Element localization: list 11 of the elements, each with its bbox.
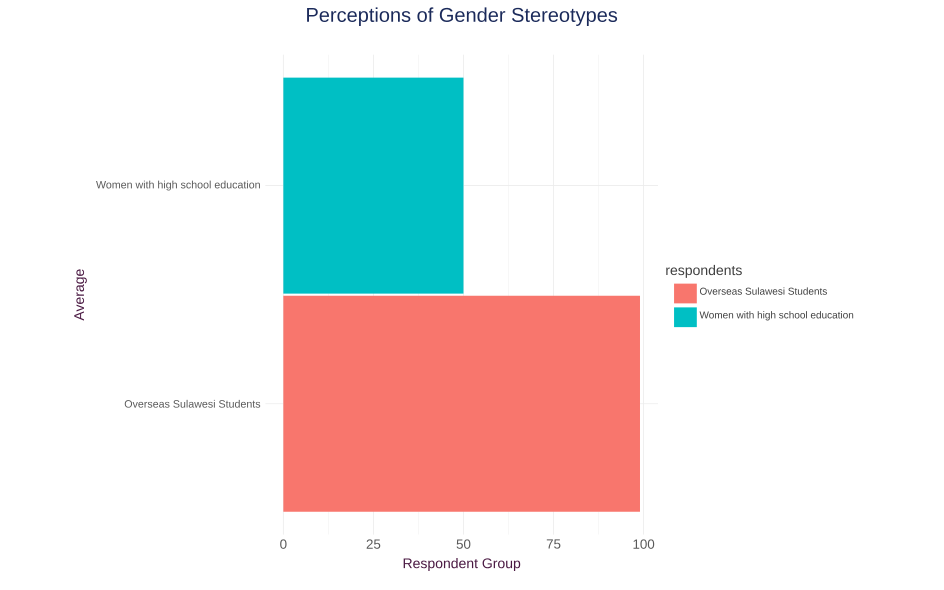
legend-title: respondents [666, 264, 742, 278]
legend-label: Women with high school education [700, 311, 854, 320]
y-axis-title: Average [74, 269, 87, 321]
legend-label: Overseas Sulawesi Students [700, 287, 827, 295]
x-tick-label: 0 [280, 539, 287, 549]
x-axis-title: Respondent Group [404, 558, 520, 572]
chart-title: Perceptions of Gender Stereotypes [307, 7, 618, 26]
x-tick-label: 75 [546, 539, 560, 549]
x-tick-label: 50 [456, 539, 470, 549]
x-tick-label: 100 [634, 539, 654, 549]
x-tick-label: 25 [366, 539, 380, 549]
